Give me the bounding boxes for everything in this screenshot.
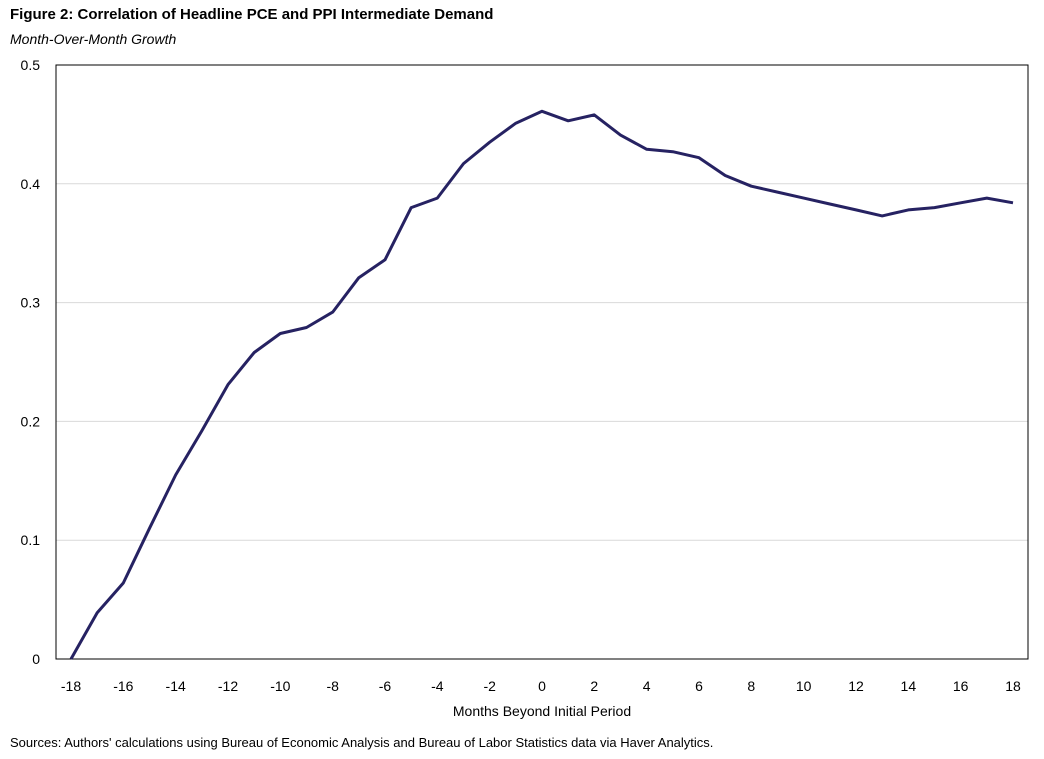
x-tick-label: -6 — [379, 678, 392, 694]
x-tick-label: -12 — [218, 678, 238, 694]
plot-area-frame — [55, 64, 1029, 660]
x-tick-label: -16 — [113, 678, 133, 694]
series-line — [69, 109, 1014, 660]
x-tick-label: 8 — [747, 678, 755, 694]
chart-title: Figure 2: Correlation of Headline PCE an… — [10, 6, 494, 23]
x-tick-label: -8 — [326, 678, 339, 694]
x-axis-ticks: -18 -16 -14 -12 -10 -8 -6 -4 -2 0 2 4 6 8 10 12 14 16 18 — [61, 678, 1021, 694]
x-tick-label: 2 — [590, 678, 598, 694]
x-tick-label: 14 — [901, 678, 917, 694]
x-tick-label: 0 — [538, 678, 546, 694]
chart-subtitle: Month-Over-Month Growth — [10, 31, 177, 47]
source-note: Sources: Authors' calculations using Bur… — [10, 735, 714, 750]
x-tick-label: 18 — [1005, 678, 1021, 694]
y-tick-label: 0 — [32, 651, 40, 667]
x-tick-label: 6 — [695, 678, 703, 694]
y-tick-label: 0.5 — [21, 57, 41, 73]
x-tick-label: 10 — [796, 678, 812, 694]
x-tick-label: 4 — [643, 678, 651, 694]
y-axis-ticks: 0 0.1 0.2 0.3 0.4 0.5 — [21, 57, 41, 667]
x-tick-label: 12 — [848, 678, 864, 694]
x-axis-label: Months Beyond Initial Period — [453, 703, 631, 719]
series-group — [69, 109, 1014, 660]
y-tick-label: 0.1 — [21, 532, 41, 548]
y-tick-label: 0.2 — [21, 413, 41, 429]
gridlines — [56, 183, 1028, 541]
x-tick-label: -2 — [483, 678, 496, 694]
x-tick-label: -18 — [61, 678, 81, 694]
x-tick-label: -14 — [166, 678, 186, 694]
x-tick-label: -10 — [270, 678, 290, 694]
x-tick-label: -4 — [431, 678, 444, 694]
y-tick-label: 0.4 — [21, 176, 41, 192]
x-tick-label: 16 — [953, 678, 969, 694]
y-tick-label: 0.3 — [21, 295, 41, 311]
